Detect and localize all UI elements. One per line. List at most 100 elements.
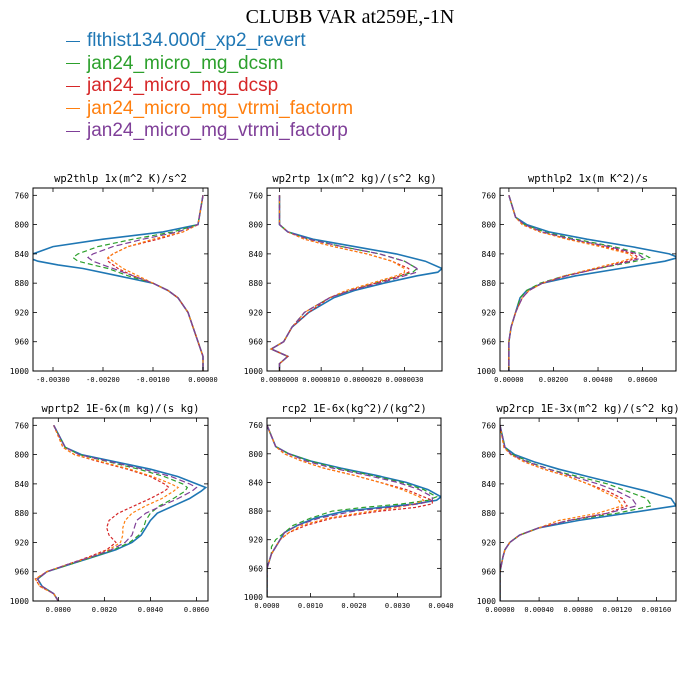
series-line bbox=[86, 195, 204, 371]
y-tick-label: 880 bbox=[15, 279, 30, 288]
y-tick-label: 760 bbox=[482, 421, 497, 430]
legend-item: jan24_micro_mg_dcsm bbox=[66, 53, 353, 76]
y-tick-label: 800 bbox=[249, 450, 264, 459]
series-line bbox=[106, 195, 204, 371]
plot-panel: wp2thlp 1x(m^2 K)/s^2 760 800 840 880 920 960 1… bbox=[10, 173, 218, 384]
panel-title: wp2rcp 1E-3x(m^2 kg)/(s^2 kg) bbox=[496, 403, 679, 415]
x-tick-label: -0.00300 bbox=[36, 376, 70, 384]
x-tick-label: 0.0000030 bbox=[386, 376, 424, 384]
x-tick-label: 0.00080 bbox=[563, 606, 593, 614]
legend-swatch bbox=[66, 108, 80, 110]
figure-title: CLUBB VAR at259E,-1N bbox=[245, 6, 455, 28]
series-line bbox=[107, 195, 204, 371]
panel-title: wprtp2 1E-6x(m kg)/(s kg) bbox=[41, 403, 199, 415]
series-line bbox=[500, 425, 638, 601]
plot-panel: wp2rtp 1x(m^2 kg)/(s^2 kg) 760 800 840 880 92… bbox=[244, 173, 443, 384]
series-line bbox=[500, 425, 676, 601]
x-tick-label: 0.0000 bbox=[46, 606, 71, 614]
plot-frame bbox=[499, 187, 677, 372]
y-tick-label: 960 bbox=[482, 568, 497, 577]
legend-label: flthist134.000f_xp2_revert bbox=[87, 30, 306, 52]
legend-swatch bbox=[66, 63, 80, 65]
y-tick-label: 840 bbox=[15, 250, 30, 259]
y-tick-label: 920 bbox=[249, 536, 264, 545]
plot-panel: wprtp2 1E-6x(m kg)/(s kg) 760 800 840 880 920… bbox=[10, 403, 209, 614]
legend-label: jan24_micro_mg_vtrmi_factorm bbox=[87, 97, 354, 119]
y-tick-label: 920 bbox=[249, 308, 264, 317]
x-tick-label: 0.00200 bbox=[539, 376, 569, 384]
y-tick-label: 880 bbox=[482, 279, 497, 288]
x-tick-label: 0.0030 bbox=[385, 602, 410, 610]
x-tick-label: 0.00040 bbox=[524, 606, 554, 614]
y-tick-label: 960 bbox=[15, 568, 30, 577]
x-tick-label: 0.00120 bbox=[603, 606, 633, 614]
y-tick-label: 920 bbox=[15, 538, 30, 547]
y-tick-label: 920 bbox=[482, 308, 497, 317]
legend-label: jan24_micro_mg_dcsm bbox=[87, 52, 284, 74]
x-tick-label: 0.0010 bbox=[298, 602, 323, 610]
plot-frame bbox=[32, 417, 209, 602]
legend: flthist134.000f_xp2_revert jan24_micro_m… bbox=[66, 30, 353, 143]
x-tick-label: 0.0020 bbox=[92, 606, 117, 614]
panel-title: wp2rtp 1x(m^2 kg)/(s^2 kg) bbox=[272, 173, 436, 185]
y-tick-label: 960 bbox=[15, 338, 30, 347]
legend-swatch bbox=[66, 130, 80, 132]
series-line bbox=[508, 195, 676, 371]
y-tick-label: 880 bbox=[482, 509, 497, 518]
x-tick-label: 0.00600 bbox=[628, 376, 658, 384]
plot-frame bbox=[499, 417, 677, 602]
y-tick-label: 800 bbox=[482, 221, 497, 230]
plot-frame bbox=[266, 187, 443, 372]
y-tick-label: 840 bbox=[249, 478, 264, 487]
y-tick-label: 840 bbox=[482, 480, 497, 489]
x-tick-label: 0.00000 bbox=[494, 376, 524, 384]
y-tick-label: 1000 bbox=[477, 597, 496, 606]
series-line bbox=[269, 195, 442, 371]
x-tick-label: -0.00100 bbox=[136, 376, 170, 384]
y-tick-label: 800 bbox=[249, 221, 264, 230]
plot-panel: wp2rcp 1E-3x(m^2 kg)/(s^2 kg) 760 800 840 88… bbox=[477, 403, 680, 614]
x-tick-label: 0.00400 bbox=[583, 376, 613, 384]
x-tick-label: 0.0000010 bbox=[302, 376, 340, 384]
x-tick-label: 0.0000 bbox=[254, 602, 279, 610]
y-tick-label: 840 bbox=[249, 250, 264, 259]
y-tick-label: 1000 bbox=[10, 597, 29, 606]
plot-panel: wpthlp2 1x(m K^2)/s 760 800 840 880 920 960 100… bbox=[477, 173, 677, 384]
series-line bbox=[508, 195, 640, 371]
y-tick-label: 800 bbox=[15, 221, 30, 230]
legend-label: jan24_micro_mg_vtrmi_factorp bbox=[87, 120, 348, 142]
legend-item: flthist134.000f_xp2_revert bbox=[66, 30, 353, 53]
x-tick-label: 0.00160 bbox=[642, 606, 672, 614]
y-tick-label: 800 bbox=[15, 451, 30, 460]
x-tick-label: 0.0020 bbox=[341, 602, 366, 610]
panel-title: wpthlp2 1x(m K^2)/s bbox=[528, 173, 648, 185]
y-tick-label: 840 bbox=[15, 480, 30, 489]
legend-label: jan24_micro_mg_dcsp bbox=[87, 75, 279, 97]
y-tick-label: 800 bbox=[482, 451, 497, 460]
x-tick-label: 0.0040 bbox=[428, 602, 453, 610]
y-tick-label: 1000 bbox=[477, 367, 496, 376]
series-line bbox=[508, 195, 651, 371]
y-tick-label: 920 bbox=[15, 308, 30, 317]
x-tick-label: 0.0060 bbox=[184, 606, 209, 614]
plot-frame bbox=[32, 187, 209, 372]
series-line bbox=[269, 195, 410, 371]
y-tick-label: 880 bbox=[249, 507, 264, 516]
legend-swatch bbox=[66, 85, 80, 87]
y-tick-label: 840 bbox=[482, 250, 497, 259]
series-line bbox=[508, 195, 644, 371]
y-tick-label: 880 bbox=[249, 279, 264, 288]
series-line bbox=[508, 195, 635, 371]
y-tick-label: 920 bbox=[482, 538, 497, 547]
y-tick-label: 880 bbox=[15, 509, 30, 518]
x-tick-label: 0.0000020 bbox=[344, 376, 382, 384]
y-tick-label: 1000 bbox=[244, 367, 263, 376]
series-line bbox=[36, 424, 208, 601]
panel-title: wp2thlp 1x(m^2 K)/s^2 bbox=[54, 173, 187, 185]
series-line bbox=[36, 425, 189, 601]
x-tick-label: 0.00000 bbox=[485, 606, 515, 614]
x-tick-label: 0.0040 bbox=[138, 606, 163, 614]
x-tick-label: 0.00000 bbox=[188, 376, 218, 384]
series-line bbox=[267, 424, 438, 597]
